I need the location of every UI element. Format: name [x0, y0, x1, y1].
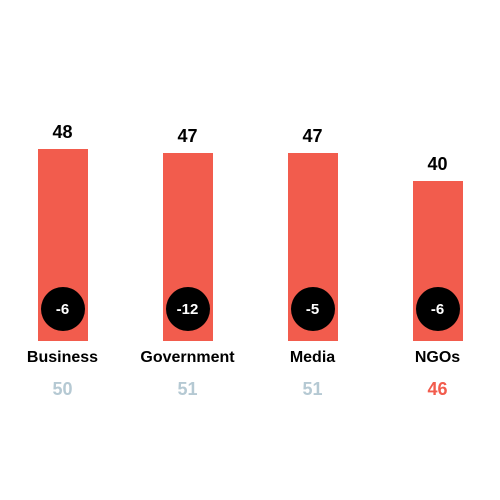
- secondary-value: 46: [427, 379, 447, 400]
- bar-value-label: 48: [52, 122, 72, 143]
- bar-group: 47 -5 Media 51: [250, 126, 375, 400]
- category-label: NGOs: [415, 349, 460, 367]
- delta-bubble: -5: [291, 287, 335, 331]
- bar-group: 48 -6 Business 50: [0, 122, 125, 400]
- bar-group: 47 -12 Government 51: [125, 126, 250, 400]
- delta-bubble: -6: [41, 287, 85, 331]
- bar-group: 40 -6 NGOs 46: [375, 154, 500, 400]
- delta-bubble: -6: [416, 287, 460, 331]
- secondary-value: 50: [52, 379, 72, 400]
- bar: -6: [38, 149, 88, 341]
- category-label: Government: [140, 349, 234, 367]
- bar: -5: [288, 153, 338, 341]
- delta-bubble: -12: [166, 287, 210, 331]
- bar-value-label: 47: [177, 126, 197, 147]
- bar-value-label: 40: [427, 154, 447, 175]
- secondary-value: 51: [302, 379, 322, 400]
- secondary-value: 51: [177, 379, 197, 400]
- bar: -12: [163, 153, 213, 341]
- bar-value-label: 47: [302, 126, 322, 147]
- bar-chart: 48 -6 Business 50 47 -12 Government 51 47 -5 Media…: [0, 100, 500, 400]
- category-label: Media: [290, 349, 335, 367]
- category-label: Business: [27, 349, 98, 367]
- bar: -6: [413, 181, 463, 341]
